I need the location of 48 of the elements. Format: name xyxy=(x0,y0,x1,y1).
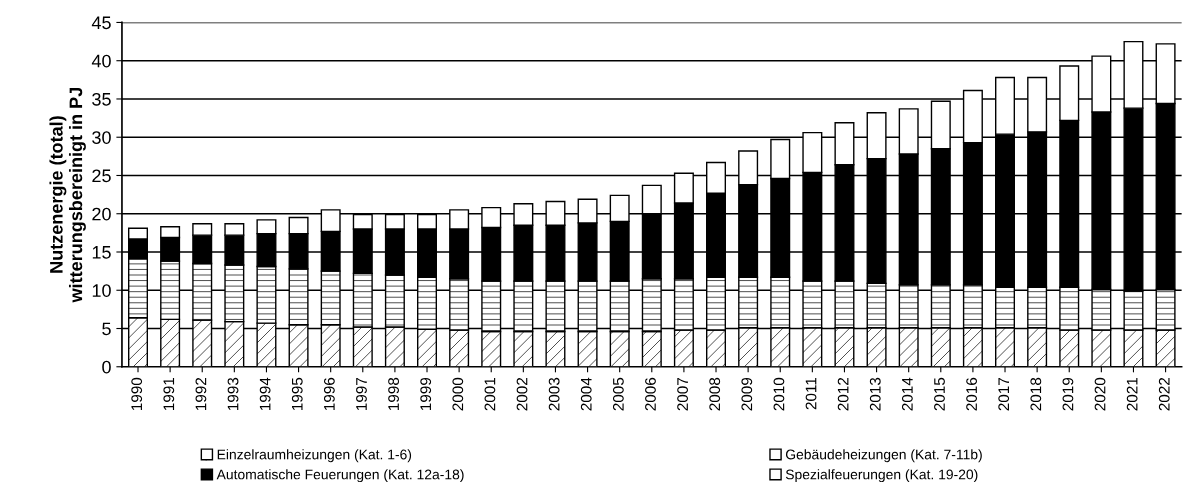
x-tick-label: 2014 xyxy=(901,377,913,411)
y-tick-label: 40 xyxy=(91,54,111,68)
x-tick-label: 2009 xyxy=(741,377,753,411)
x-tick-label: 2022 xyxy=(1158,377,1170,411)
x-tick-label: 2005 xyxy=(612,377,624,411)
x-tick-label: 2004 xyxy=(580,377,592,411)
x-tick-label: 2015 xyxy=(934,377,945,411)
x-tick-label: 2016 xyxy=(966,377,978,411)
x-tick-label: 1991 xyxy=(163,377,175,410)
y-tick-label: 20 xyxy=(92,207,111,221)
x-tick-label: 1993 xyxy=(227,377,239,410)
x-tick-label: 2000 xyxy=(452,377,464,411)
x-tick-label: 2008 xyxy=(709,377,721,411)
y-axis-title: Nutzenergie (total) witterungsbereinigt in PJ xyxy=(49,87,86,303)
x-tick-label: 2002 xyxy=(516,377,528,411)
y-tick-label: 35 xyxy=(92,92,111,106)
x-tick-label: 1990 xyxy=(131,377,143,410)
x-tick-label: 1992 xyxy=(195,377,207,410)
y-tick-label: 5 xyxy=(102,322,111,336)
x-tick-label: 2021 xyxy=(1126,377,1138,411)
legend-label: Spezialfeuerungen (Kat. 19-20) xyxy=(785,469,978,483)
legend-label: Gebäudeheizungen (Kat. 7-11b) xyxy=(785,449,982,463)
x-tick-label: 2019 xyxy=(1062,377,1074,411)
x-tick-label: 1998 xyxy=(388,377,399,410)
y-tick-label: 15 xyxy=(92,246,111,259)
x-tick-label: 1995 xyxy=(291,377,303,410)
x-tick-label: 2001 xyxy=(484,377,496,411)
y-tick-label: 25 xyxy=(92,169,111,183)
x-tick-label: 2020 xyxy=(1094,377,1106,411)
y-tick-label: 45 xyxy=(91,16,111,30)
x-tick-label: 2010 xyxy=(773,377,785,411)
x-tick-label: 2012 xyxy=(837,377,849,411)
x-tick-label: 2013 xyxy=(869,377,881,411)
x-tick-label: 2007 xyxy=(677,377,688,411)
legend-label: Einzelraumheizungen (Kat. 1-6) xyxy=(217,449,412,463)
x-tick-label: 1997 xyxy=(356,377,367,410)
x-tick-label: 2017 xyxy=(998,377,1010,411)
x-tick-label: 1994 xyxy=(259,377,271,410)
y-tick-label: 10 xyxy=(92,284,111,297)
x-tick-label: 2018 xyxy=(1030,377,1042,411)
y-tick-label: 0 xyxy=(102,360,111,374)
x-tick-label: 1999 xyxy=(420,377,432,410)
x-tick-label: 2006 xyxy=(645,377,656,411)
x-tick-label: 2003 xyxy=(548,377,560,411)
legend-label: Automatische Feuerungen (Kat. 12a-18) xyxy=(216,469,464,483)
y-tick-label: 30 xyxy=(92,131,111,144)
x-tick-label: 2011 xyxy=(805,377,817,410)
x-tick-label: 1996 xyxy=(323,377,335,410)
